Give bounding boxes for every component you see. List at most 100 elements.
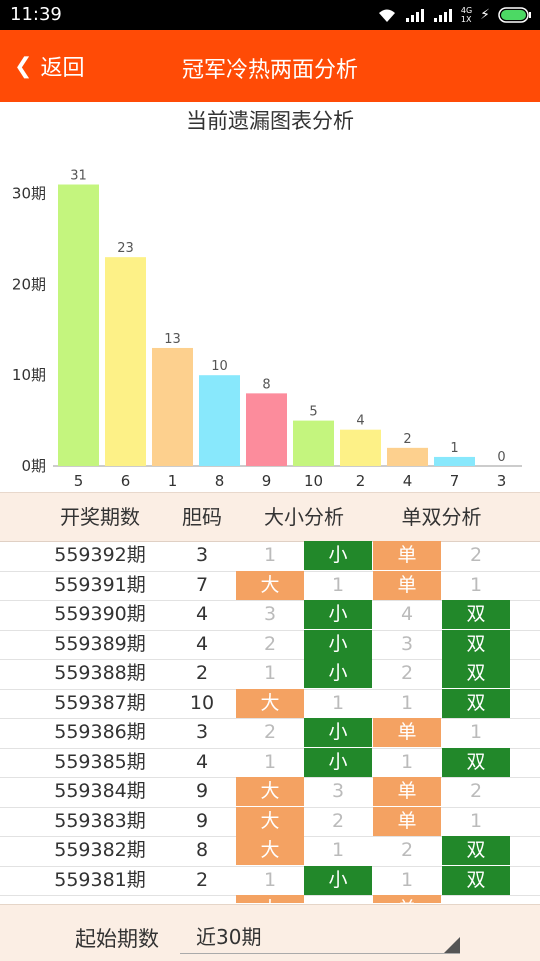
x-tick-label: 2 <box>356 472 366 490</box>
even-cell: 双 <box>442 865 510 895</box>
dropdown-triangle-icon <box>444 937 460 953</box>
even-cell: 1 <box>469 573 483 596</box>
table-row[interactable]: 559392期 3 1 小单 2 <box>0 541 540 572</box>
table-row[interactable]: 559386期 3 2 小单 1 <box>0 718 540 749</box>
start-period-label: 起始期数 <box>75 927 159 951</box>
table-row[interactable]: 559391期 7 大 1 单 1 <box>0 570 540 601</box>
table-row[interactable]: 559381期 2 1 小 1 双 <box>0 865 540 896</box>
odd-cell: 1 <box>400 868 414 891</box>
back-button[interactable]: ❮ 返回 <box>14 50 84 82</box>
app-bar: ❮ 返回 冠军冷热两面分析 <box>0 30 540 102</box>
period-cell: 559383期 <box>54 809 146 832</box>
odd-cell: 单 <box>373 777 441 806</box>
bar-value-label: 13 <box>164 332 181 347</box>
status-time: 11:39 <box>10 4 62 25</box>
even-cell: 双 <box>442 688 510 718</box>
period-cell: 559390期 <box>54 603 146 625</box>
start-period-select[interactable]: 近30期 <box>180 915 460 954</box>
table-row[interactable]: 559387期 10 大 1 1 双 <box>0 688 540 719</box>
y-tick-label: 0期 <box>21 457 46 475</box>
odd-cell: 单 <box>373 895 441 903</box>
big-cell: 2 <box>263 721 277 743</box>
period-cell: 559388期 <box>54 662 146 684</box>
header-big-small: 大小分析 <box>264 505 344 529</box>
even-cell: 双 <box>442 747 510 777</box>
even-cell: 2 <box>469 544 483 566</box>
network-badge: 4G 1X <box>460 6 473 24</box>
header-odd-even: 单双分析 <box>401 505 482 529</box>
even-cell: 双 <box>442 836 510 865</box>
table-header: 开奖期数 胆码 大小分析 单双分析 <box>0 492 540 542</box>
chart-title: 当前遗漏图表分析 <box>186 109 354 133</box>
x-tick-label: 1 <box>168 472 178 490</box>
table-row[interactable]: 559388期 2 1 小 2 双 <box>0 659 540 690</box>
big-cell: 1 <box>263 662 277 684</box>
number-cell: 3 <box>195 544 209 566</box>
big-cell: 大 <box>236 836 304 865</box>
small-cell: 小 <box>304 629 372 659</box>
x-tick-label: 8 <box>215 472 225 490</box>
bar-10 <box>293 420 334 466</box>
charging-icon: ⚡ <box>480 7 490 23</box>
number-cell: 4 <box>195 603 209 625</box>
bar-2 <box>340 429 381 466</box>
odd-cell: 单 <box>373 541 441 570</box>
odd-cell: 单 <box>373 570 441 600</box>
bar-value-label: 10 <box>211 359 228 374</box>
x-tick-label: 6 <box>121 472 131 490</box>
big-cell: 3 <box>263 603 277 625</box>
small-cell: 小 <box>304 541 372 570</box>
bar-value-label: 1 <box>450 441 458 456</box>
status-bar: 11:39 4G 1X ⚡ <box>0 0 540 30</box>
big-cell: 1 <box>263 750 277 773</box>
bar-value-label: 5 <box>309 405 317 420</box>
bar-1 <box>152 347 193 466</box>
x-tick-label: 3 <box>497 472 507 490</box>
period-cell: 559391期 <box>54 573 146 596</box>
big-cell: 1 <box>263 868 277 891</box>
odd-cell: 2 <box>400 839 414 861</box>
bar-8 <box>199 375 240 466</box>
table-row[interactable]: 559382期 8 大 1 2 双 <box>0 836 540 867</box>
period-cell: 559389期 <box>54 632 146 655</box>
table-row[interactable]: 559384期 9 大 3 单 2 <box>0 777 540 808</box>
odd-cell: 1 <box>400 691 414 714</box>
bar-value-label: 23 <box>117 241 134 256</box>
bar-value-label: 4 <box>356 414 364 429</box>
table-row[interactable]: 559385期 4 1 小 1 双 <box>0 747 540 778</box>
small-cell: 1 <box>331 573 345 596</box>
bar-5 <box>58 184 99 466</box>
small-cell: 1 <box>331 691 345 714</box>
bar-value-label: 2 <box>403 432 411 447</box>
table-row-partial[interactable]: 大单 <box>0 895 540 903</box>
table-row[interactable]: 559383期 9 大 2 单 1 <box>0 806 540 837</box>
big-cell: 大 <box>236 777 304 806</box>
page-title: 冠军冷热两面分析 <box>181 58 358 83</box>
period-cell: 559387期 <box>54 691 146 714</box>
small-cell: 1 <box>331 839 345 861</box>
table-row[interactable]: 559390期 4 3 小 4 双 <box>0 600 540 631</box>
period-cell: 559386期 <box>54 721 146 743</box>
even-cell: 双 <box>442 600 510 629</box>
even-cell: 双 <box>442 629 510 659</box>
odd-cell: 3 <box>400 632 414 655</box>
odd-cell: 1 <box>400 750 414 773</box>
history-table[interactable]: 559392期 3 1 小单 2 559391期 7 大 1 单 1 559390期 4 3 小 4 双 5593… <box>0 541 540 903</box>
bar-6 <box>105 257 146 466</box>
x-tick-label: 4 <box>403 472 413 490</box>
start-period-value: 近30期 <box>196 925 262 949</box>
bar-value-label: 31 <box>70 169 87 184</box>
bar-value-label: 0 <box>497 450 505 465</box>
x-tick-label: 10 <box>304 472 323 490</box>
even-cell: 1 <box>469 809 483 832</box>
even-cell: 2 <box>469 780 483 802</box>
number-cell: 8 <box>195 839 209 861</box>
y-tick-label: 30期 <box>12 185 46 203</box>
signal-icon-secondary <box>433 9 452 22</box>
period-cell: 559381期 <box>54 868 146 891</box>
big-cell: 1 <box>263 544 277 566</box>
period-cell: 559384期 <box>54 780 146 802</box>
table-row[interactable]: 559389期 4 2 小 3 双 <box>0 629 540 660</box>
number-cell: 2 <box>195 868 209 891</box>
number-cell: 10 <box>189 691 215 714</box>
